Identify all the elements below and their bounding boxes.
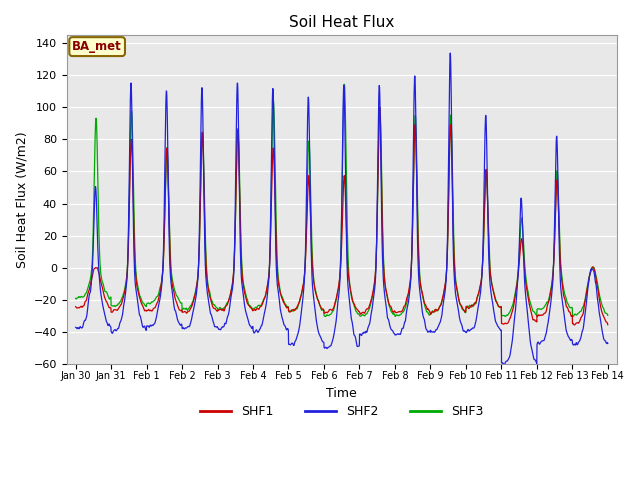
SHF2 (357, 332, 365, 337)
SHF2 (447, 50, 454, 56)
Legend: SHF1, SHF2, SHF3: SHF1, SHF2, SHF3 (195, 400, 488, 423)
SHF3 (572, 312, 580, 318)
SHF1 (220, 308, 228, 314)
SHF3 (358, 313, 365, 319)
SHF1 (497, 304, 504, 310)
SHF1 (72, 304, 79, 310)
SHF1 (357, 312, 365, 317)
SHF1 (604, 322, 612, 328)
SHF3 (322, 313, 330, 319)
SHF2 (72, 324, 79, 330)
Line: SHF3: SHF3 (76, 84, 608, 316)
SHF1 (376, 104, 383, 110)
Y-axis label: Soil Heat Flux (W/m2): Soil Heat Flux (W/m2) (15, 131, 28, 268)
SHF2 (572, 341, 580, 347)
SHF2 (604, 341, 612, 347)
SHF2 (369, 304, 376, 310)
Title: Soil Heat Flux: Soil Heat Flux (289, 15, 394, 30)
SHF3 (72, 296, 79, 301)
X-axis label: Time: Time (326, 387, 357, 400)
SHF3 (497, 304, 504, 310)
Line: SHF2: SHF2 (76, 53, 608, 365)
Line: SHF1: SHF1 (76, 107, 608, 325)
SHF3 (557, 267, 565, 273)
SHF2 (220, 324, 228, 329)
SHF3 (220, 305, 228, 311)
SHF3 (340, 82, 348, 87)
SHF1 (570, 322, 578, 328)
SHF2 (497, 327, 504, 333)
SHF2 (557, 289, 565, 295)
Text: BA_met: BA_met (72, 40, 122, 53)
SHF3 (369, 291, 377, 297)
SHF1 (369, 292, 376, 298)
SHF2 (500, 362, 508, 368)
SHF1 (557, 269, 564, 275)
SHF3 (604, 312, 612, 318)
SHF1 (572, 321, 580, 326)
